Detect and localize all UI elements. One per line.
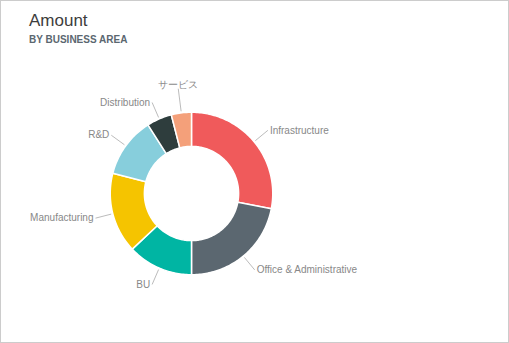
svg-text:Office & Administrative: Office & Administrative xyxy=(257,264,358,275)
svg-text:サービス: サービス xyxy=(158,79,198,90)
svg-text:R&D: R&D xyxy=(88,129,109,140)
svg-text:Infrastructure: Infrastructure xyxy=(270,125,329,136)
svg-text:Manufacturing: Manufacturing xyxy=(30,212,93,223)
html-text:BY BUSINESS AREA: BY BUSINESS AREA xyxy=(29,34,128,45)
html-text:Amount: Amount xyxy=(29,11,88,30)
svg-text:BU: BU xyxy=(136,279,150,290)
svg-text:Distribution: Distribution xyxy=(100,97,150,108)
